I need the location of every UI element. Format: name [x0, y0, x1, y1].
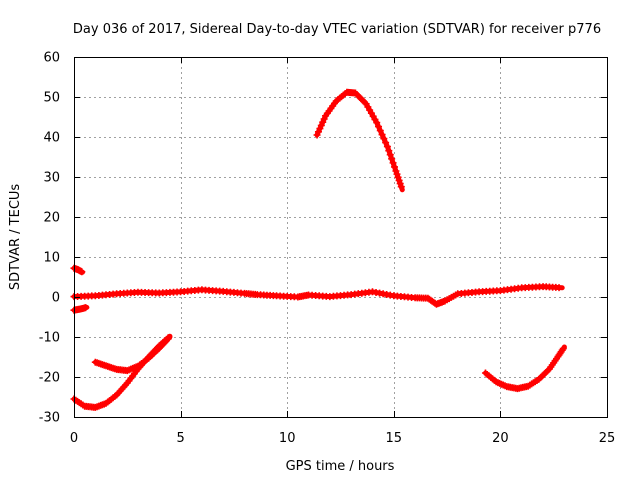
x-tick-label: 5	[176, 431, 184, 446]
axis-ticks: 0 5 10 15 20 25 -30 -20 -10 0 10 20 30 40 50 60	[39, 51, 616, 447]
x-tick-label: 15	[386, 431, 403, 446]
point-marker	[317, 121, 325, 129]
y-tick-label: -10	[39, 331, 60, 346]
point-marker	[314, 128, 322, 136]
gridlines	[74, 57, 607, 417]
point-marker	[375, 123, 383, 131]
y-tick-label: -30	[39, 411, 60, 426]
point-marker	[391, 163, 399, 171]
point-marker	[313, 131, 321, 139]
point-marker	[82, 304, 90, 312]
point-marker	[386, 151, 394, 159]
series-layer	[70, 88, 567, 411]
point-marker	[319, 118, 327, 126]
x-axis-label: GPS time / hours	[286, 459, 395, 474]
x-tick-label: 25	[599, 431, 616, 446]
y-tick-label: -20	[39, 371, 60, 386]
point-marker	[396, 180, 404, 188]
y-tick-label: 30	[43, 171, 60, 186]
x-tick-label: 10	[279, 431, 296, 446]
y-tick-label: 40	[43, 131, 60, 146]
point-marker	[380, 135, 388, 143]
y-tick-label: 20	[43, 211, 60, 226]
point-marker	[382, 139, 390, 147]
point-marker	[559, 345, 567, 353]
x-tick-label: 0	[70, 431, 78, 446]
x-tick-label: 20	[492, 431, 509, 446]
point-marker	[555, 284, 563, 292]
y-tick-label: 0	[52, 291, 60, 306]
point-marker	[373, 119, 381, 127]
point-marker	[393, 170, 401, 178]
y-axis-label: SDTVAR / TECUs	[8, 184, 23, 291]
point-marker	[78, 268, 86, 276]
point-marker	[385, 147, 393, 155]
point-marker	[376, 127, 384, 135]
point-marker	[383, 143, 391, 151]
point-marker	[316, 125, 324, 133]
chart-title: Day 036 of 2017, Sidereal Day-to-day VTE…	[73, 22, 601, 37]
y-tick-label: 10	[43, 251, 60, 266]
point-marker	[164, 335, 172, 343]
point-marker	[397, 183, 405, 191]
y-tick-label: 50	[43, 91, 60, 106]
point-marker	[320, 115, 328, 123]
point-marker	[378, 131, 386, 139]
point-marker	[388, 155, 396, 163]
plot-frame	[74, 57, 608, 418]
point-marker	[389, 159, 397, 167]
y-tick-label: 60	[43, 51, 60, 66]
series-arc-11-15h	[314, 89, 405, 193]
